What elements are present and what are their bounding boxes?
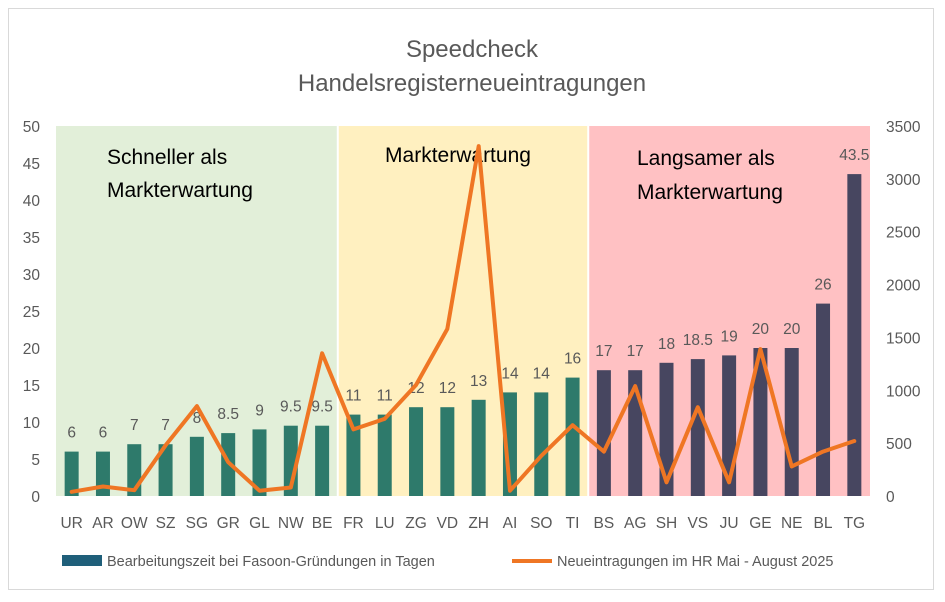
x-axis-tick-label: LU <box>375 515 395 532</box>
right-axis-tick-label: 2000 <box>886 278 921 295</box>
bar <box>816 304 830 496</box>
x-axis-tick-label: JU <box>720 515 739 532</box>
bar-data-label: 20 <box>752 321 770 338</box>
x-axis-tick-label: SH <box>656 515 678 532</box>
x-axis-tick-label: GR <box>217 515 240 532</box>
bar-data-label: 43.5 <box>839 147 869 164</box>
zone-label: Markterwartung <box>385 144 531 167</box>
x-axis-tick-label: AR <box>92 515 114 532</box>
right-axis-tick-label: 1500 <box>886 330 921 347</box>
chart-title-line-2: Handelsregisterneueintragungen <box>298 70 646 97</box>
x-axis-tick-label: UR <box>60 515 82 532</box>
bar-data-label: 6 <box>67 425 76 442</box>
left-axis-tick-label: 10 <box>23 415 41 432</box>
right-axis-tick-label: 1000 <box>886 383 921 400</box>
x-axis-tick-label: ZH <box>468 515 489 532</box>
bar-data-label: 7 <box>161 417 170 434</box>
bar <box>472 400 486 496</box>
left-axis-tick-label: 15 <box>23 378 40 395</box>
bar <box>190 437 204 496</box>
left-axis-tick-label: 20 <box>23 341 41 358</box>
right-axis-tick-label: 0 <box>886 489 895 506</box>
bar-data-label: 20 <box>783 321 801 338</box>
bar <box>534 392 548 496</box>
left-axis-tick-label: 40 <box>23 193 41 210</box>
x-axis-tick-label: AI <box>503 515 518 532</box>
zone-label: Schneller als <box>107 146 227 169</box>
x-axis-tick-label: BE <box>312 515 333 532</box>
legend-swatch-bars <box>62 555 102 566</box>
bar <box>597 370 611 496</box>
x-axis-tick-label: GE <box>749 515 771 532</box>
x-axis-tick-label: SG <box>186 515 208 532</box>
bar <box>409 407 423 496</box>
bar-data-label: 16 <box>564 351 581 368</box>
right-axis-tick-label: 3000 <box>886 172 921 189</box>
x-axis-tick-label: TI <box>566 515 580 532</box>
zone-label: Langsamer als <box>637 147 775 170</box>
zone-band <box>338 126 588 496</box>
bar-data-label: 11 <box>377 388 393 405</box>
x-axis-tick-label: BS <box>594 515 615 532</box>
bar-data-label: 14 <box>533 365 551 382</box>
x-axis-tick-label: VS <box>687 515 708 532</box>
bar-data-label: 7 <box>130 417 139 434</box>
left-axis-tick-label: 50 <box>23 119 41 136</box>
bar-data-label: 17 <box>627 343 644 360</box>
x-axis-tick-label: GL <box>249 515 270 532</box>
left-axis-tick-label: 30 <box>23 267 41 284</box>
right-axis-tick-label: 2500 <box>886 225 921 242</box>
x-axis-tick-label: SO <box>530 515 552 532</box>
bar <box>785 348 799 496</box>
left-axis-tick-label: 5 <box>31 452 40 469</box>
left-axis-tick-label: 35 <box>23 230 40 247</box>
x-axis-tick-label: SZ <box>156 515 176 532</box>
bar-data-label: 14 <box>501 365 519 382</box>
bar-data-label: 11 <box>345 388 361 405</box>
x-axis-tick-label: NW <box>278 515 304 532</box>
x-axis-tick-label: TG <box>844 515 866 532</box>
bar-data-label: 8.5 <box>217 406 239 423</box>
bar <box>847 174 861 496</box>
bar-data-label: 17 <box>595 343 612 360</box>
bar-data-label: 19 <box>720 328 737 345</box>
bar-data-label: 9.5 <box>280 399 302 416</box>
left-axis-tick-label: 45 <box>23 156 40 173</box>
x-axis-tick-label: NE <box>781 515 803 532</box>
x-axis-tick-label: VD <box>437 515 459 532</box>
bar-data-label: 6 <box>99 425 108 442</box>
x-axis-tick-label: BL <box>814 515 833 532</box>
right-axis-tick-label: 500 <box>886 436 912 453</box>
bar-data-label: 18.5 <box>683 332 713 349</box>
left-axis-tick-label: 0 <box>31 489 40 506</box>
x-axis-tick-label: AG <box>624 515 646 532</box>
zones-layer: Schneller als Markterwartung Markterwartun… <box>56 126 870 496</box>
bar-data-label: 9.5 <box>311 399 333 416</box>
bar <box>691 359 705 496</box>
bar <box>566 378 580 496</box>
bar <box>378 415 392 496</box>
bar-data-label: 9 <box>255 402 264 419</box>
bar <box>315 426 329 496</box>
bar-data-label: 12 <box>439 380 456 397</box>
x-axis-tick-label: FR <box>343 515 364 532</box>
bar-data-label: 18 <box>658 336 675 353</box>
zone-label: Markterwartung <box>107 179 253 202</box>
legend-label-bars: Bearbeitungszeit bei Fasoon-Gründungen i… <box>107 554 435 570</box>
left-axis-tick-label: 25 <box>23 304 40 321</box>
x-axis-tick-label: OW <box>121 515 148 532</box>
x-axis-tick-label: ZG <box>405 515 427 532</box>
right-axis-tick-label: 3500 <box>886 119 921 136</box>
bar-data-label: 26 <box>814 277 831 294</box>
chart-title-line-1: Speedcheck <box>406 36 539 63</box>
bar-data-label: 13 <box>470 373 487 390</box>
legend-label-line: Neueintragungen im HR Mai - August 2025 <box>557 554 833 570</box>
zone-label: Markterwartung <box>637 181 783 204</box>
bar <box>440 407 454 496</box>
